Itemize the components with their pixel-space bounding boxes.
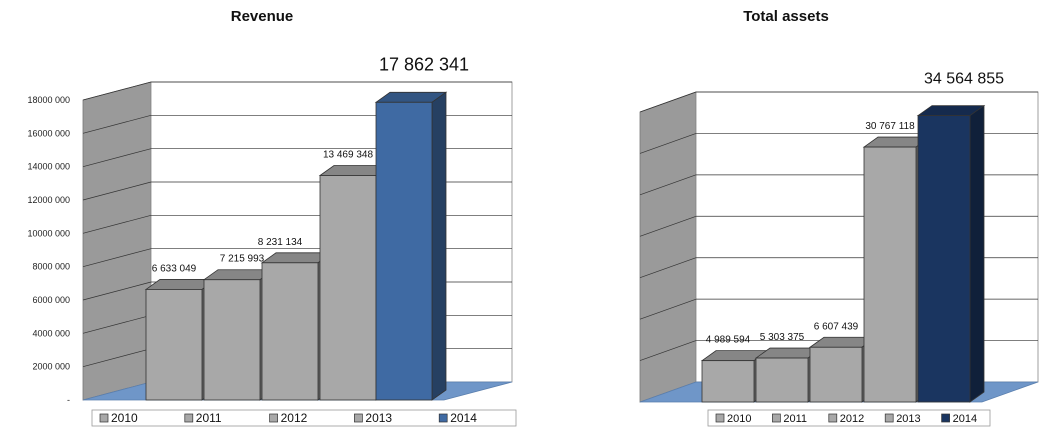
- legend-swatch: [772, 413, 781, 423]
- legend-swatch: [184, 413, 194, 423]
- data-label: 4 989 594: [706, 335, 751, 346]
- legend-swatch: [828, 413, 838, 423]
- y-tick-label: 2000 000: [32, 362, 70, 372]
- data-label: 6 633 049: [152, 263, 197, 274]
- data-label: 13 469 348: [323, 150, 373, 161]
- bar: [917, 115, 971, 403]
- legend-swatch: [438, 413, 448, 423]
- chart-title: Total assets: [743, 8, 829, 25]
- legend-label: 2013: [365, 411, 392, 425]
- bar: [203, 279, 261, 401]
- bar-side: [969, 104, 985, 403]
- data-label: 8 231 134: [258, 237, 303, 248]
- legend-swatch: [715, 413, 725, 423]
- data-label: 17 862 341: [379, 54, 469, 74]
- data-label: 6 607 439: [814, 321, 859, 332]
- side-wall: [82, 81, 152, 401]
- gridline-side: [639, 174, 697, 196]
- gridline-side: [82, 314, 152, 334]
- side-wall: [639, 91, 697, 403]
- gridline-side: [639, 340, 697, 361]
- revenue-chart-plot: - 2000 000 4000 000 6000 000 8000 000 10000 0…: [27, 54, 517, 427]
- y-tick-label: 4000 000: [32, 328, 70, 338]
- y-tick-label: -: [67, 395, 70, 405]
- bar: [375, 101, 433, 401]
- gridline-side: [639, 298, 697, 320]
- data-label: 7 215 993: [220, 254, 265, 265]
- bar: [701, 360, 755, 403]
- legend-label: 2014: [953, 413, 977, 425]
- bar: [319, 175, 377, 401]
- legend-swatch: [941, 413, 950, 423]
- gridline-side: [82, 348, 152, 368]
- y-tick-label: 18000 000: [27, 95, 70, 105]
- gridline-side: [82, 114, 152, 134]
- legend-label: 2010: [111, 411, 138, 425]
- chart-title: Revenue: [230, 8, 294, 25]
- gridline-side: [82, 281, 152, 301]
- legend-label: 2013: [896, 413, 920, 425]
- y-tick-label: 16000 000: [27, 128, 70, 138]
- data-label: 5 303 375: [760, 332, 805, 343]
- data-label: 34 564 855: [924, 71, 1004, 88]
- gridline-side: [639, 91, 697, 113]
- legend-label: 2011: [783, 413, 807, 425]
- legend-swatch: [354, 413, 363, 423]
- gridline-side: [82, 148, 152, 168]
- legend-box: [91, 409, 517, 427]
- y-tick-label: 10000 000: [27, 228, 70, 238]
- gridline-side: [82, 181, 152, 201]
- gridline-side: [639, 133, 697, 154]
- y-tick-label: 14000 000: [27, 162, 70, 172]
- bar: [755, 357, 809, 403]
- legend-swatch: [99, 413, 109, 423]
- data-label: 30 767 118: [865, 121, 915, 132]
- gridline-side: [82, 214, 152, 234]
- gridline-side: [82, 81, 152, 101]
- legend-label: 2010: [727, 413, 751, 425]
- bar: [145, 289, 203, 401]
- gridline-side: [639, 257, 697, 279]
- gridline-side: [82, 248, 152, 268]
- legend-label: 2011: [196, 411, 222, 425]
- bar-side: [431, 91, 447, 401]
- y-tick-label: 12000 000: [27, 195, 70, 205]
- legend-label: 2014: [450, 411, 477, 425]
- y-tick-label: 8000 000: [32, 262, 70, 272]
- legend-swatch: [269, 413, 278, 423]
- legend-swatch: [884, 413, 894, 423]
- bar: [809, 346, 863, 403]
- bar: [863, 146, 917, 403]
- legend-label: 2012: [840, 413, 864, 425]
- bar: [261, 262, 319, 401]
- gridline-side: [639, 215, 697, 237]
- legend-label: 2012: [281, 411, 308, 425]
- revenue-chart: Revenue - 2000 000 4000 000 6000 000 8000 00…: [27, 8, 517, 427]
- y-tick-label: 6000 000: [32, 295, 70, 305]
